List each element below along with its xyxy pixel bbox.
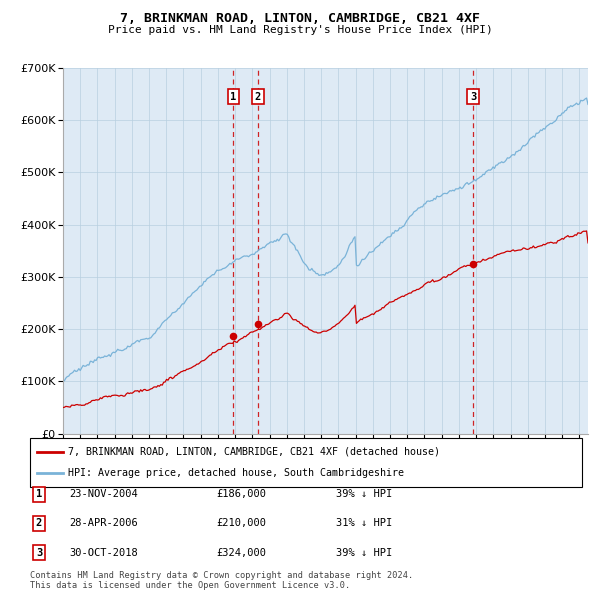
Text: 30-OCT-2018: 30-OCT-2018 — [69, 548, 138, 558]
Text: HPI: Average price, detached house, South Cambridgeshire: HPI: Average price, detached house, Sout… — [68, 468, 404, 478]
Text: 31% ↓ HPI: 31% ↓ HPI — [336, 519, 392, 528]
Text: 28-APR-2006: 28-APR-2006 — [69, 519, 138, 528]
Text: 2: 2 — [255, 91, 261, 101]
Text: Contains HM Land Registry data © Crown copyright and database right 2024.: Contains HM Land Registry data © Crown c… — [30, 571, 413, 579]
Text: 2: 2 — [36, 519, 42, 528]
Text: 3: 3 — [36, 548, 42, 558]
Text: 3: 3 — [470, 91, 476, 101]
Text: 7, BRINKMAN ROAD, LINTON, CAMBRIDGE, CB21 4XF: 7, BRINKMAN ROAD, LINTON, CAMBRIDGE, CB2… — [120, 12, 480, 25]
Text: £210,000: £210,000 — [216, 519, 266, 528]
Text: This data is licensed under the Open Government Licence v3.0.: This data is licensed under the Open Gov… — [30, 581, 350, 589]
Text: £324,000: £324,000 — [216, 548, 266, 558]
Text: £186,000: £186,000 — [216, 490, 266, 499]
Text: 1: 1 — [36, 490, 42, 499]
Text: 39% ↓ HPI: 39% ↓ HPI — [336, 490, 392, 499]
Text: 23-NOV-2004: 23-NOV-2004 — [69, 490, 138, 499]
Text: 7, BRINKMAN ROAD, LINTON, CAMBRIDGE, CB21 4XF (detached house): 7, BRINKMAN ROAD, LINTON, CAMBRIDGE, CB2… — [68, 447, 440, 457]
Text: Price paid vs. HM Land Registry's House Price Index (HPI): Price paid vs. HM Land Registry's House … — [107, 25, 493, 35]
Text: 1: 1 — [230, 91, 236, 101]
Text: 39% ↓ HPI: 39% ↓ HPI — [336, 548, 392, 558]
